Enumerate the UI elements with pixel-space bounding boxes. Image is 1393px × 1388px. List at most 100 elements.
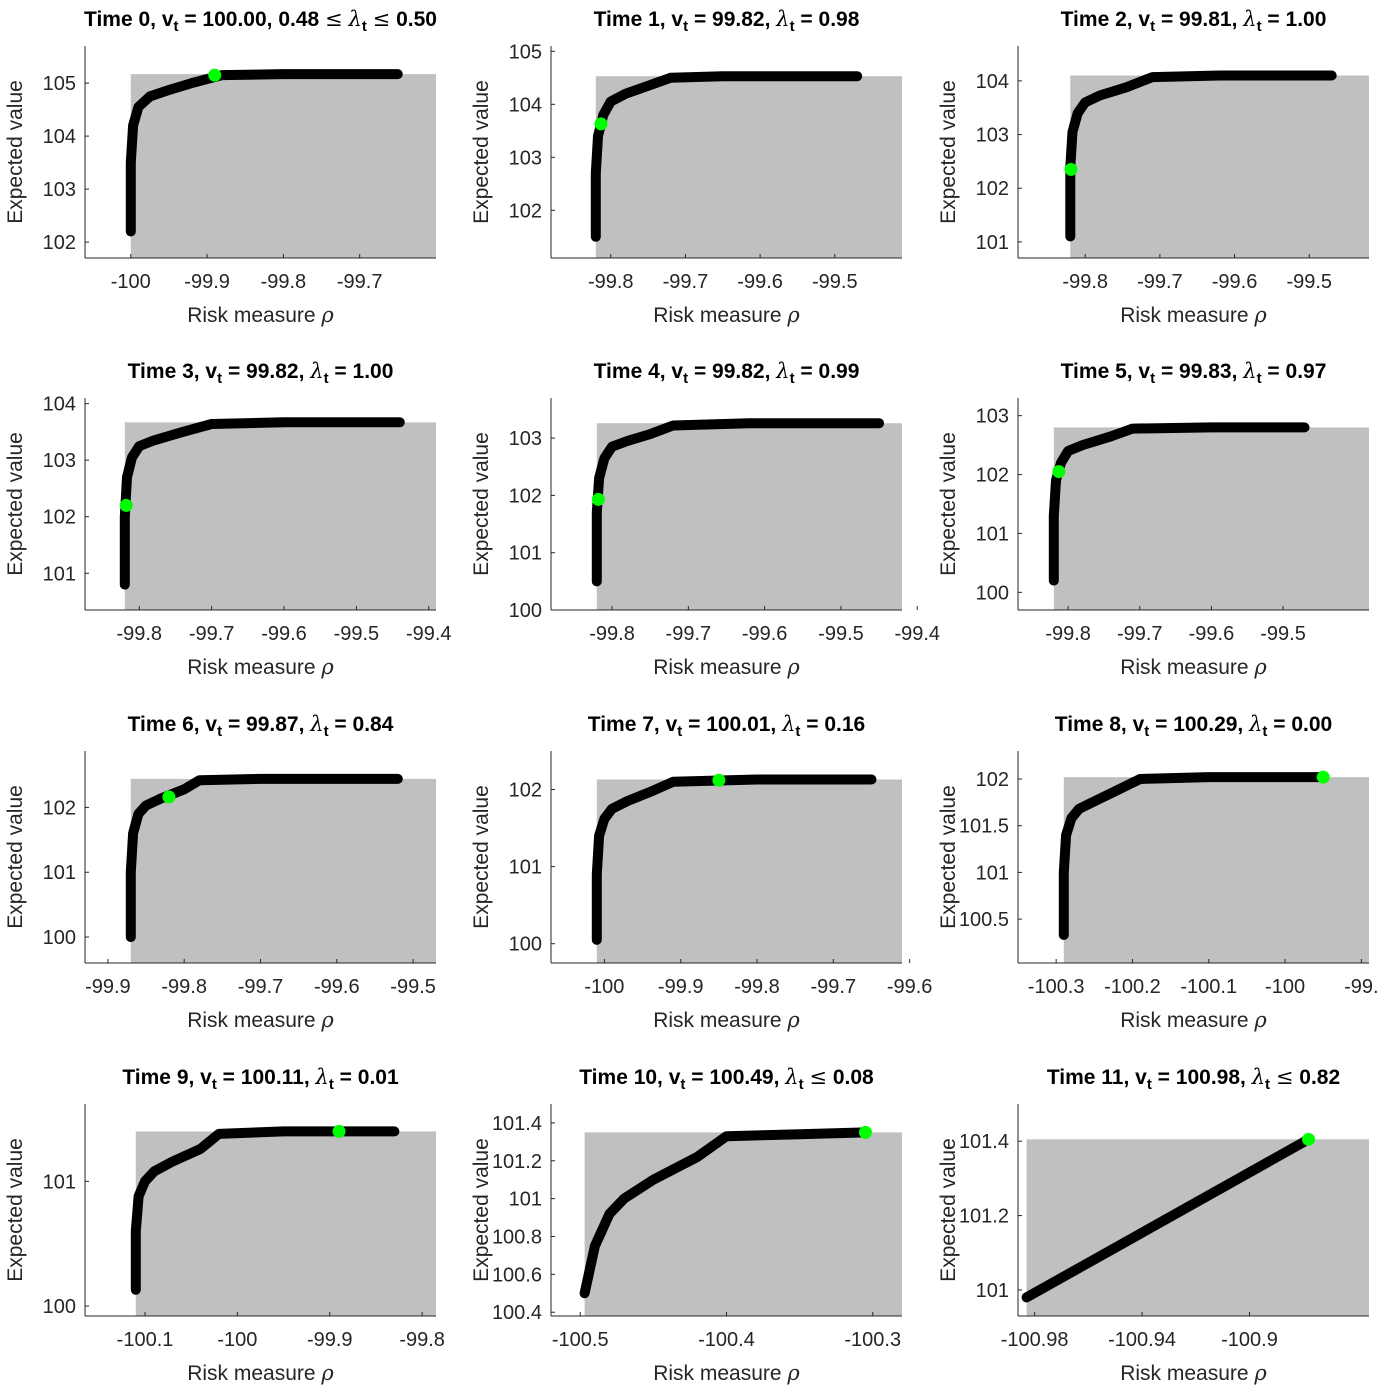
- x-tick-label: -99.5: [812, 271, 858, 293]
- frontier-line: [1021, 1134, 1314, 1303]
- x-tick-label: -100.3: [844, 1329, 901, 1351]
- frontier-line: [591, 418, 885, 587]
- y-tick-label: 102: [43, 507, 76, 529]
- y-axis-label: Expected value: [4, 432, 27, 576]
- y-axis-label: Expected value: [470, 785, 493, 929]
- y-tick-label: 100.4: [492, 1302, 542, 1324]
- subplot-time-9: -100.1 -100 -99.9 -99.8 100 101 Time 9, vt = 1…: [4, 1065, 445, 1385]
- x-tick-label: -99.8: [1045, 623, 1091, 645]
- y-tick-label: 103: [976, 406, 1009, 428]
- x-tick-label: -100.98: [1001, 1329, 1069, 1351]
- subplot-time-8: -100.3 -100.2 -100.1 -100 -99. 100.5 101 101.5 1…: [937, 712, 1379, 1032]
- subplot-title: Time 6, vt = 99.87, λt = 0.84: [128, 712, 394, 740]
- y-tick-label: 101: [509, 1189, 542, 1211]
- subplot-title: Time 11, vt = 100.98, λt ≤ 0.82: [1047, 1065, 1340, 1093]
- x-axis-label: Risk measure ρ: [653, 1008, 800, 1032]
- x-tick-label: -99.4: [894, 623, 940, 645]
- subplot-title: Time 4, vt = 99.82, λt = 0.99: [594, 359, 860, 387]
- x-tick-label: -100.5: [552, 1329, 609, 1351]
- selected-point-marker: [332, 1124, 346, 1138]
- frontier-line: [590, 71, 863, 242]
- feasible-region: [1053, 427, 1369, 610]
- y-tick-label: 102: [976, 769, 1009, 791]
- y-axis-label: Expected value: [4, 785, 27, 929]
- selected-point-marker: [1302, 1132, 1316, 1146]
- selected-point-marker: [1052, 465, 1066, 479]
- y-tick-label: 104: [43, 394, 76, 416]
- x-tick-label: -99.7: [1137, 271, 1183, 293]
- x-tick-label: -99.9: [85, 976, 131, 998]
- frontier-line: [119, 417, 405, 590]
- y-axis-label: Expected value: [4, 1138, 27, 1282]
- x-axis-label: Risk measure ρ: [1120, 1361, 1267, 1385]
- x-tick-label: -99.8: [399, 1329, 445, 1351]
- x-tick-label: -99.8: [734, 976, 780, 998]
- y-tick-label: 102: [976, 178, 1009, 200]
- feasible-region: [596, 423, 902, 610]
- subplot-time-5: -99.8 -99.7 -99.6 -99.5 100 101 102 103 Time 5, …: [937, 359, 1369, 679]
- x-tick-label: -99.6: [1189, 623, 1235, 645]
- subplot-time-0: -100 -99.9 -99.8 -99.7 102 103 104 105 Time 0, v…: [4, 7, 437, 327]
- y-tick-label: 100: [43, 1296, 76, 1318]
- x-tick-label: -100.1: [1180, 976, 1237, 998]
- x-tick-label: -100.3: [1028, 976, 1085, 998]
- y-tick-label: 101: [976, 232, 1009, 254]
- y-tick-label: 101.5: [959, 816, 1009, 838]
- x-axis-label: Risk measure ρ: [187, 1361, 334, 1385]
- feasible-region: [596, 779, 902, 963]
- frontier-line: [130, 1126, 400, 1295]
- x-tick-label: -99.9: [184, 271, 230, 293]
- x-tick-label: -99.6: [1212, 271, 1258, 293]
- y-axis-label: Expected value: [470, 432, 493, 576]
- selected-point-marker: [1316, 770, 1330, 784]
- x-tick-label: -100: [1265, 976, 1305, 998]
- x-tick-label: -99.6: [314, 976, 360, 998]
- subplot-title: Time 3, vt = 99.82, λt = 1.00: [128, 359, 394, 387]
- y-tick-label: 103: [43, 450, 76, 472]
- y-tick-label: 105: [509, 41, 542, 63]
- y-tick-label: 101: [43, 1171, 76, 1193]
- subplot-time-10: -100.5 -100.4 -100.3 100.4 100.6 100.8 101 101.…: [470, 1065, 902, 1385]
- feasible-region: [584, 1132, 902, 1316]
- y-tick-label: 103: [509, 428, 542, 450]
- frontier-line: [1048, 422, 1310, 586]
- x-axis-label: Risk measure ρ: [187, 303, 334, 327]
- y-tick-label: 101.2: [492, 1151, 542, 1173]
- x-tick-label: -100.4: [698, 1329, 755, 1351]
- x-tick-label: -99.6: [887, 976, 933, 998]
- y-tick-label: 100: [509, 600, 542, 622]
- x-tick-label: -99.7: [1117, 623, 1163, 645]
- frontier-line: [1065, 70, 1337, 242]
- y-tick-label: 102: [509, 200, 542, 222]
- x-tick-label: -99.7: [663, 271, 709, 293]
- frontier-line: [1058, 772, 1329, 940]
- x-tick-label: -100.94: [1108, 1329, 1176, 1351]
- frontier-line: [591, 774, 877, 945]
- x-tick-label: -99.7: [189, 623, 235, 645]
- x-axis-label: Risk measure ρ: [1120, 655, 1267, 679]
- x-tick-label: -99.5: [334, 623, 380, 645]
- frontier-line: [125, 773, 403, 943]
- subplot-time-2: -99.8 -99.7 -99.6 -99.5 101 102 103 104 Time 2, …: [937, 7, 1369, 327]
- x-tick-label: -99.9: [307, 1329, 353, 1351]
- y-tick-label: 101.2: [959, 1206, 1009, 1228]
- feasible-region: [130, 778, 437, 963]
- x-tick-label: -99.8: [589, 623, 635, 645]
- subplot-title: Time 7, vt = 100.01, λt = 0.16: [588, 712, 865, 740]
- y-tick-label: 101: [43, 862, 76, 884]
- y-tick-label: 105: [43, 73, 76, 95]
- y-tick-label: 102: [509, 485, 542, 507]
- feasible-region: [1026, 1139, 1369, 1316]
- x-tick-label: -99.5: [818, 623, 864, 645]
- y-axis-label: Expected value: [937, 432, 960, 576]
- x-axis-label: Risk measure ρ: [1120, 1008, 1267, 1032]
- x-tick-label: -99.5: [1286, 271, 1332, 293]
- x-tick-label: -100: [217, 1329, 257, 1351]
- x-tick-label: -99.8: [588, 271, 634, 293]
- feasible-region: [124, 422, 436, 610]
- x-tick-label: -99.4: [406, 623, 452, 645]
- y-tick-label: 101.4: [492, 1113, 542, 1135]
- selected-point-marker: [208, 68, 222, 82]
- selected-point-marker: [594, 117, 608, 131]
- feasible-region: [130, 74, 437, 258]
